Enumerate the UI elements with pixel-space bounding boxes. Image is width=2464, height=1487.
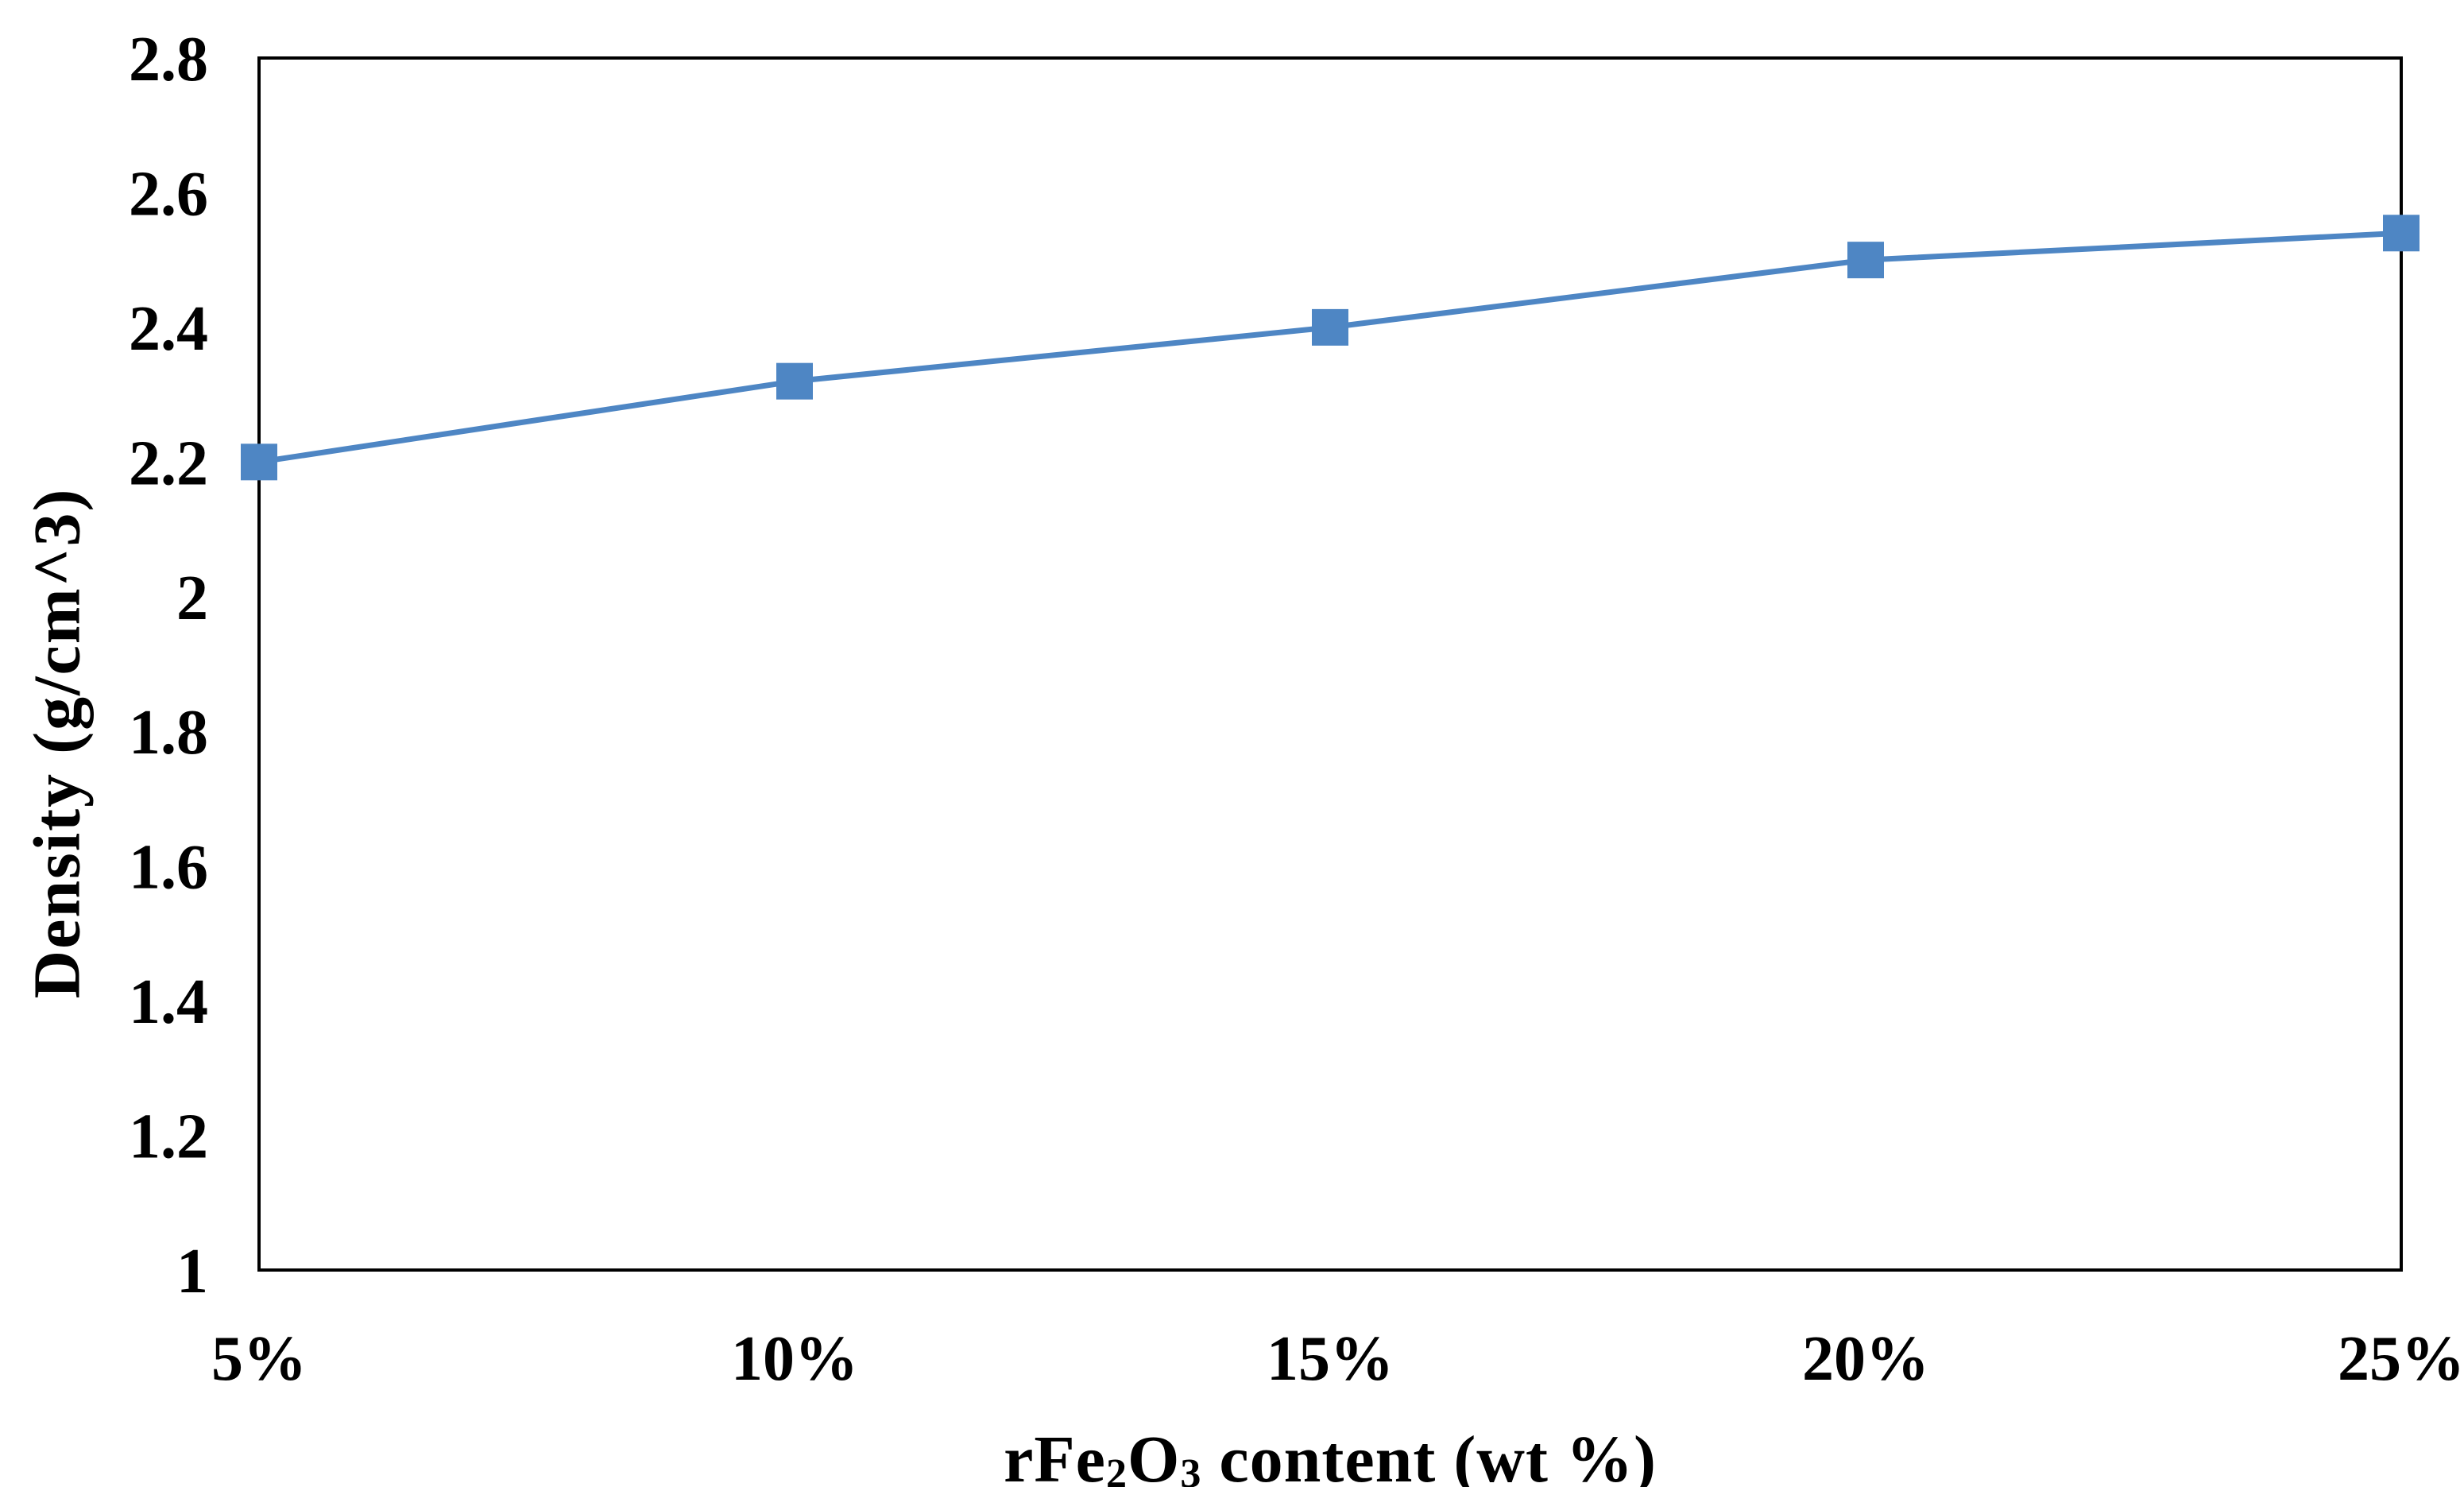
series-line-density (256, 230, 2404, 465)
x-tick-label-5%: 5% (211, 1324, 307, 1394)
y-tick-label-1: 1 (176, 1237, 208, 1307)
x-tick-label-25%: 25% (2338, 1324, 2464, 1394)
y-tick-label-1.6: 1.6 (129, 833, 208, 903)
data-point-marker-20% (1847, 242, 1884, 279)
data-point-marker-10% (776, 362, 813, 400)
data-point-marker-25% (2383, 215, 2420, 252)
x-axis-title-part-0: rFe (1004, 1423, 1106, 1487)
plot-border (257, 56, 2403, 1272)
x-axis-title-part-3-subscript: 3 (1180, 1450, 1202, 1487)
x-axis-title: rFe2O3 content (wt %) (259, 1421, 2401, 1487)
data-point-marker-5% (241, 443, 277, 481)
data-point-marker-15% (1312, 308, 1348, 346)
y-axis-title: Density (g/cm^3) (19, 487, 96, 998)
y-tick-label-1.8: 1.8 (129, 698, 208, 768)
y-tick-label-2.4: 2.4 (129, 294, 208, 364)
y-tick-label-2: 2 (176, 563, 208, 633)
y-tick-label-2.8: 2.8 (129, 25, 208, 95)
y-tick-label-1.2: 1.2 (129, 1102, 208, 1172)
x-tick-label-20%: 20% (1802, 1324, 1929, 1394)
x-axis-title-part-2: O (1128, 1423, 1181, 1487)
x-axis-title-part-4: content (wt %) (1201, 1423, 1657, 1487)
x-tick-label-15%: 15% (1267, 1324, 1394, 1394)
x-tick-label-10%: 10% (731, 1324, 858, 1394)
y-axis-title-text: Density (g/cm^3) (20, 487, 95, 999)
y-tick-label-2.2: 2.2 (129, 428, 208, 498)
y-tick-label-2.6: 2.6 (129, 159, 208, 229)
x-axis-title-part-1-subscript: 2 (1105, 1450, 1128, 1487)
y-tick-label-1.4: 1.4 (129, 967, 208, 1037)
